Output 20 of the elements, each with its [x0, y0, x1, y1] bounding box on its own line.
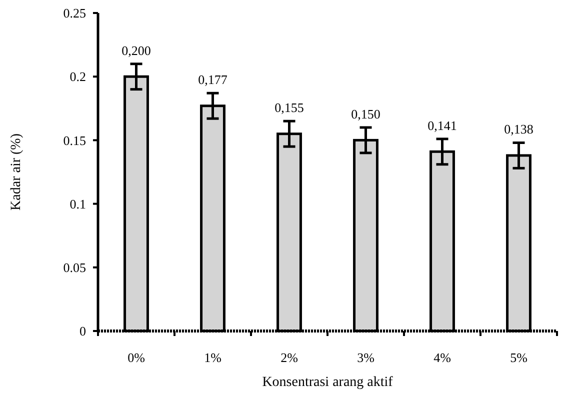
x-tick-label: 1%: [204, 350, 222, 365]
y-tick-label: 0.15: [63, 132, 86, 148]
y-tick-label: 0.25: [63, 6, 86, 21]
y-axis-title: Kadar air (%): [9, 133, 24, 210]
x-axis-title: Konsentrasi arang aktif: [262, 375, 394, 390]
data-label: 0,177: [198, 72, 228, 88]
y-tick-label: 0.05: [63, 260, 86, 275]
x-tick-label: 2%: [280, 350, 298, 365]
data-label: 0,200: [122, 42, 151, 58]
data-label: 0,141: [428, 118, 457, 133]
data-label: 0,138: [504, 122, 534, 137]
y-tick-label: 0.2: [70, 69, 86, 84]
y-tick-label: 0.1: [70, 196, 86, 212]
x-tick-label: 3%: [357, 350, 375, 365]
data-label: 0,155: [274, 100, 304, 116]
y-tick-label: 0: [80, 324, 86, 339]
data-label: 0,150: [351, 106, 380, 122]
x-tick-label: 5%: [510, 350, 528, 365]
x-tick-label: 4%: [434, 350, 452, 365]
x-tick-label: 0%: [128, 350, 146, 365]
